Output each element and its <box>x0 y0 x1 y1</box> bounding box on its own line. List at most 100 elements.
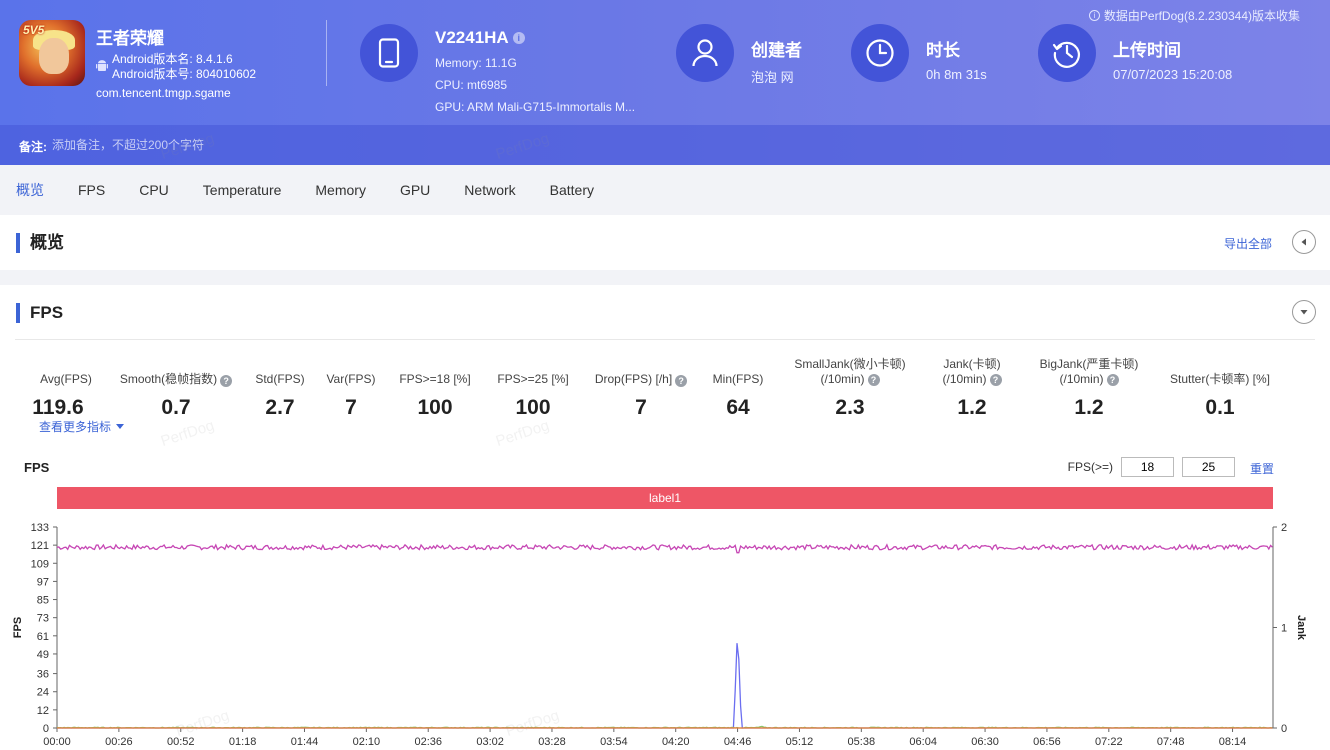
x-tick-label: 07:22 <box>1095 736 1123 748</box>
stat-value: 2.3 <box>835 396 865 419</box>
device-name-text: V2241HA <box>435 28 509 47</box>
x-tick-label: 00:26 <box>105 736 133 748</box>
overview-card: 概览 导出全部 <box>0 215 1330 270</box>
help-icon[interactable]: ? <box>867 373 880 386</box>
stat-min-fps: Min(FPS) 64 <box>698 355 778 420</box>
fps-card: FPS Avg(FPS) 119.6 Smooth(稳帧指数)? 0.7 Std… <box>0 285 1330 750</box>
stat-label: Var(FPS) <box>326 372 376 386</box>
stat-value: 1.2 <box>1074 396 1104 419</box>
app-icon-face <box>39 38 69 74</box>
stat-big-jank: BigJank(严重卡顿) (/10min)? 1.2 <box>1024 355 1154 420</box>
android-version-code: Android版本号: 804010602 <box>112 67 257 81</box>
source-note: i 数据由PerfDog(8.2.230344)版本收集 <box>1088 7 1300 24</box>
y-right-tick-label: 1 <box>1281 623 1287 635</box>
x-tick-label: 03:02 <box>476 736 504 748</box>
threshold-input-2[interactable] <box>1182 457 1235 477</box>
x-tick-label: 05:12 <box>786 736 814 748</box>
help-icon[interactable]: ? <box>675 375 688 387</box>
x-tick-label: 01:18 <box>229 736 257 748</box>
android-icon <box>96 60 108 71</box>
help-icon[interactable]: ? <box>220 375 233 387</box>
section-tabs: 概览 FPS CPU Temperature Memory GPU Networ… <box>0 165 1330 215</box>
tab-memory[interactable]: Memory <box>315 182 366 198</box>
tab-gpu[interactable]: GPU <box>399 182 431 198</box>
y-left-tick-label: 36 <box>37 669 49 681</box>
collapse-left-button[interactable] <box>1292 230 1316 254</box>
help-icon[interactable]: ? <box>989 373 1002 386</box>
help-icon[interactable]: ? <box>1106 373 1119 386</box>
tab-battery[interactable]: Battery <box>549 182 595 198</box>
tab-network[interactable]: Network <box>464 182 516 198</box>
more-metrics-link[interactable]: 查看更多指标 <box>39 418 125 435</box>
stat-value: 64 <box>726 396 750 419</box>
y-left-tick-label: 12 <box>37 705 49 717</box>
stat-label: Drop(FPS) [/h]? <box>586 355 696 387</box>
x-tick-label: 03:54 <box>600 736 628 748</box>
export-all-link[interactable]: 导出全部 <box>1223 237 1272 251</box>
y-left-tick-label: 97 <box>37 576 49 588</box>
stat-drop-fps: Drop(FPS) [/h]? 7 <box>586 355 696 420</box>
y-left-tick-label: 121 <box>31 540 49 552</box>
device-memory: Memory: 11.1G <box>435 56 517 70</box>
tab-fps[interactable]: FPS <box>78 182 106 198</box>
x-tick-label: 06:30 <box>971 736 999 748</box>
tab-overview[interactable]: 概览 <box>16 182 44 198</box>
collapse-fps-button[interactable] <box>1292 300 1316 324</box>
device-info-icon[interactable]: i <box>512 32 525 44</box>
stat-smooth: Smooth(稳帧指数)? 0.7 <box>116 355 236 420</box>
stat-var-fps: Var(FPS) 7 <box>316 355 386 420</box>
stat-label: Smooth(稳帧指数)? <box>116 355 236 387</box>
stat-value: 119.6 <box>32 396 84 419</box>
tab-cpu[interactable]: CPU <box>139 182 169 198</box>
stat-value: 0.1 <box>1205 396 1235 419</box>
reset-link[interactable]: 重置 <box>1249 462 1274 476</box>
stat-label: SmallJank(微小卡顿) (/10min)? <box>794 357 906 386</box>
header-divider <box>326 20 327 86</box>
stat-label: Stutter(卡顿率) [%] <box>1169 372 1270 386</box>
device-name: V2241HA i <box>435 28 525 48</box>
upload-time-title: 上传时间 <box>1113 41 1181 60</box>
report-header: i 数据由PerfDog(8.2.230344)版本收集 5V5 王者荣耀 An… <box>0 0 1330 165</box>
y-axis-title-right: Jank <box>1295 615 1307 641</box>
overview-title: 概览 <box>16 233 64 253</box>
label-bar[interactable]: label1 <box>57 487 1273 509</box>
history-icon <box>1038 24 1096 82</box>
stat-label: Avg(FPS) <box>40 372 92 386</box>
stat-label: FPS>=25 [%] <box>497 372 569 386</box>
stat-jank: Jank(卡顿) (/10min)? 1.2 <box>920 355 1024 420</box>
y-axis-title-left: FPS <box>12 617 24 638</box>
stat-fps-ge-25: FPS>=25 [%] 100 <box>488 355 578 420</box>
package-name: com.tencent.tmgp.sgame <box>96 86 231 100</box>
note-label: 备注: <box>19 140 47 154</box>
android-version-name: Android版本名: 8.4.1.6 <box>112 52 233 66</box>
device-gpu: GPU: ARM Mali-G715-Immortalis M... <box>435 100 636 114</box>
stat-label: Jank(卡顿) (/10min)? <box>942 357 1002 386</box>
x-tick-label: 07:48 <box>1157 736 1185 748</box>
threshold-input-1[interactable] <box>1121 457 1174 477</box>
note-bar: 备注: <box>0 125 1330 165</box>
stat-value: 0.7 <box>161 396 191 419</box>
stat-value: 2.7 <box>265 396 295 419</box>
y-right-tick-label: 2 <box>1281 522 1287 534</box>
x-tick-label: 00:52 <box>167 736 195 748</box>
tab-temperature[interactable]: Temperature <box>202 182 282 198</box>
app-name: 王者荣耀 <box>96 29 164 48</box>
clock-icon <box>851 24 909 82</box>
x-tick-label: 00:00 <box>43 736 71 748</box>
y-right-tick-label: 0 <box>1281 723 1287 735</box>
x-tick-label: 06:04 <box>909 736 937 748</box>
stat-label: FPS>=18 [%] <box>399 372 471 386</box>
fps-threshold-controls: FPS(>=) <box>1068 457 1235 477</box>
stat-fps-ge-18: FPS>=18 [%] 100 <box>390 355 480 420</box>
user-icon <box>676 24 734 82</box>
stat-stutter: Stutter(卡顿率) [%] 0.1 <box>1160 355 1280 420</box>
x-tick-label: 08:14 <box>1219 736 1247 748</box>
note-input[interactable] <box>52 135 352 155</box>
stat-value: 7 <box>635 396 647 419</box>
fps-section-title: FPS <box>16 303 63 323</box>
x-tick-label: 04:46 <box>724 736 752 748</box>
caret-down-icon <box>116 423 125 429</box>
stat-label: BigJank(严重卡顿) (/10min)? <box>1039 357 1139 386</box>
y-left-tick-label: 73 <box>37 613 49 625</box>
